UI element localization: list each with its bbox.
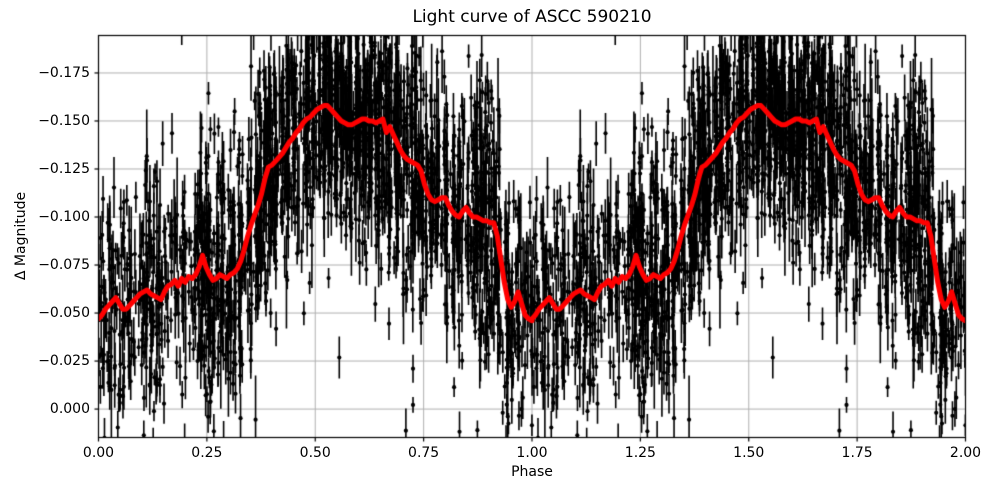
x-tick-label: 0.75 (408, 445, 440, 461)
y-tick-label: −0.125 (38, 160, 90, 177)
x-tick-label: 2.00 (949, 445, 982, 461)
y-tick-label: −0.025 (38, 353, 90, 370)
x-tick-label: 0.50 (299, 445, 331, 461)
y-tick-label: −0.050 (38, 305, 90, 322)
x-axis-label: Phase (511, 464, 553, 480)
x-tick-label: 1.25 (624, 445, 656, 461)
x-tick-label: 0.25 (191, 445, 223, 461)
x-tick-label: 1.75 (841, 445, 873, 461)
x-tick-label: 1.50 (733, 445, 765, 461)
y-tick-label: −0.100 (38, 209, 90, 225)
chart-title: Light curve of ASCC 590210 (412, 7, 652, 27)
x-tick-label: 0.00 (82, 445, 115, 461)
y-axis-label: Δ Magnitude (13, 191, 29, 281)
y-tick-label: −0.075 (38, 257, 90, 274)
y-tick-label: 0.000 (49, 401, 90, 418)
y-tick-label: −0.175 (38, 64, 90, 81)
x-tick-label: 1.00 (516, 445, 548, 461)
y-tick-label: −0.150 (38, 112, 90, 129)
